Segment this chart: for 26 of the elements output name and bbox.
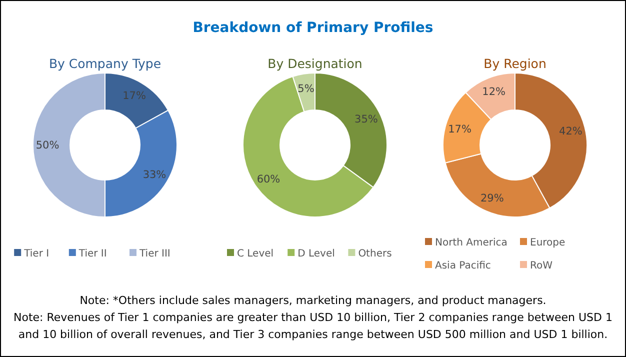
legend-label: Europe xyxy=(530,238,566,248)
legend-label: Others xyxy=(358,248,392,260)
text: Note: *Others include sales managers, marketing managers, and product managers. xyxy=(80,294,546,307)
data-label: 50% xyxy=(36,140,60,152)
legend-label: D Level xyxy=(298,248,335,260)
data-label: 17% xyxy=(122,90,146,102)
data-label: 5% xyxy=(298,82,314,95)
legend-label: Asia Pacific xyxy=(435,260,491,272)
chart-title: By Region xyxy=(484,56,546,71)
data-label: 42% xyxy=(559,125,582,138)
legend-label: Tier I xyxy=(23,248,50,260)
data-label: 12% xyxy=(482,86,506,98)
data-label: 60% xyxy=(256,173,280,186)
legend-label: C Level xyxy=(237,248,274,260)
data-label: 33% xyxy=(142,168,166,181)
text: Note: Revenues of Tier 1 companies are greater than USD 10 billion, Tier 2 companies range between USD 1 and 10 billion of overall revenues, and Tier 3 companies range between USD 500 million and USD 1 billion. xyxy=(14,311,612,341)
data-label: 17% xyxy=(448,124,472,136)
legend-label: Tier III xyxy=(138,248,170,260)
chart-title: By Company Type xyxy=(48,56,162,71)
data-label: 35% xyxy=(354,114,378,126)
text: Breakdown of Primary Profiles xyxy=(192,20,434,36)
chart-title: By Designation xyxy=(268,56,362,71)
legend-label: North America xyxy=(435,238,508,248)
legend-label: RoW xyxy=(530,260,553,272)
data-label: 29% xyxy=(480,192,504,204)
legend-label: Tier II xyxy=(78,248,107,260)
